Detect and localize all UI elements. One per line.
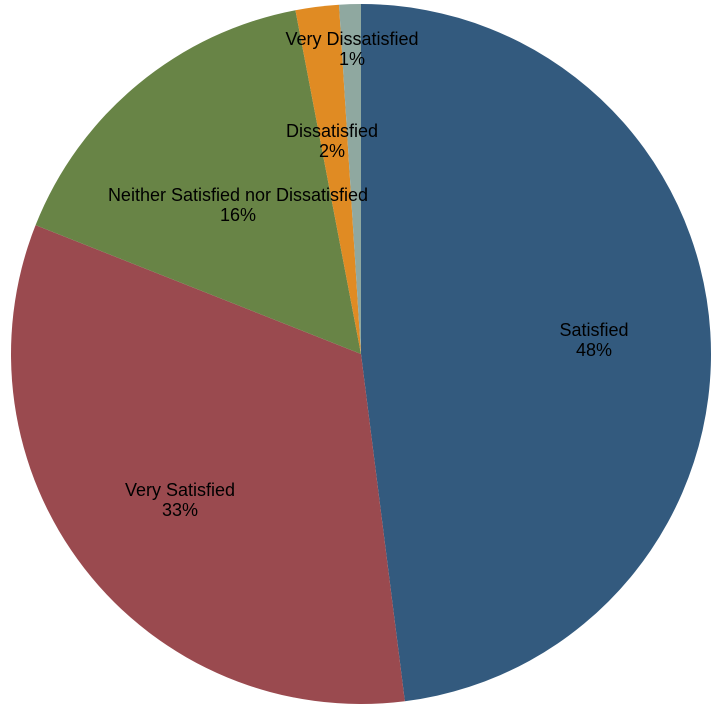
pie-label-percent: 33% xyxy=(162,500,198,520)
pie-label-very-dissatisfied: Very Dissatisfied 1% xyxy=(285,29,418,69)
pie-slice-dissatisfied xyxy=(295,4,361,354)
pie-slice-very-satisfied xyxy=(11,225,405,704)
pie-slices xyxy=(11,3,712,704)
pie-label-dissatisfied: Dissatisfied 2% xyxy=(286,121,378,161)
pie-label-satisfied: Satisfied 48% xyxy=(559,320,628,360)
pie-label-very-satisfied: Very Satisfied 33% xyxy=(125,480,235,520)
pie-label-percent: 16% xyxy=(220,205,256,225)
pie-label-neither-satisfied-nor-dissatisfied: Neither Satisfied nor Dissatisfied 16% xyxy=(108,185,368,225)
pie-label-name: Very Satisfied xyxy=(125,480,235,500)
pie-slice-satisfied xyxy=(361,4,712,702)
pie-slice-neither-satisfied-nor-dissatisfied xyxy=(35,10,361,354)
pie-label-name: Satisfied xyxy=(559,320,628,340)
pie-label-name: Dissatisfied xyxy=(286,121,378,141)
pie-label-percent: 1% xyxy=(339,49,365,69)
pie-label-percent: 48% xyxy=(576,340,612,360)
pie-label-name: Very Dissatisfied xyxy=(285,29,418,49)
pie-slice-very-dissatisfied xyxy=(339,3,361,354)
pie-label-name: Neither Satisfied nor Dissatisfied xyxy=(108,185,368,205)
pie-labels: Satisfied 48% Very Satisfied 33% Neither Sat… xyxy=(108,29,629,520)
pie-label-percent: 2% xyxy=(319,141,345,161)
